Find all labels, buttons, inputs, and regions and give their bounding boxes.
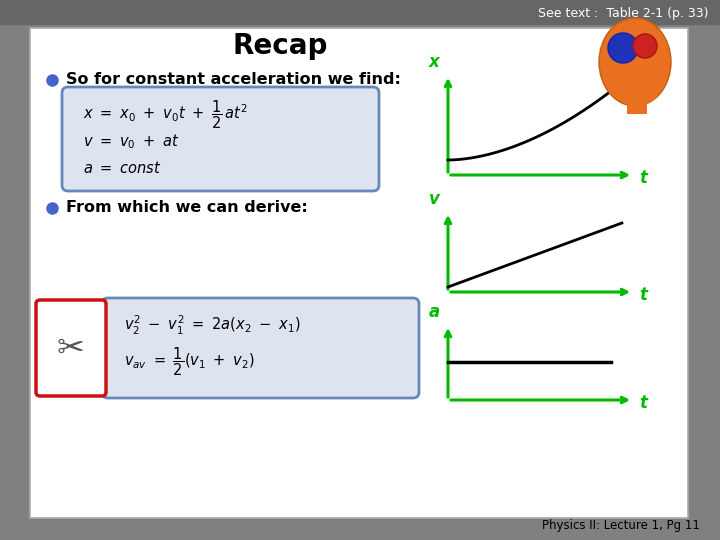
Text: v: v <box>428 190 439 208</box>
Bar <box>0 0 720 24</box>
Text: t: t <box>639 286 647 304</box>
Ellipse shape <box>599 18 671 106</box>
Bar <box>627 98 647 114</box>
Text: $v_2^2\ -\ v_1^2\ =\ 2a(x_2\ -\ x_1)$: $v_2^2\ -\ v_1^2\ =\ 2a(x_2\ -\ x_1)$ <box>124 313 301 336</box>
FancyBboxPatch shape <box>36 300 106 396</box>
Text: ⚙: ⚙ <box>635 36 655 56</box>
Text: So for constant acceleration we find:: So for constant acceleration we find: <box>66 72 401 87</box>
Text: Physics II: Lecture 1, Pg 11: Physics II: Lecture 1, Pg 11 <box>542 519 700 532</box>
Text: From which we can derive:: From which we can derive: <box>66 200 307 215</box>
Text: t: t <box>639 169 647 187</box>
Text: ⚙: ⚙ <box>611 34 636 62</box>
FancyBboxPatch shape <box>62 87 379 191</box>
Text: Recap: Recap <box>233 32 328 60</box>
Text: x: x <box>428 53 439 71</box>
Text: $x\ =\ x_0\ +\ v_0 t\ +\ \dfrac{1}{2}\,at^2$: $x\ =\ x_0\ +\ v_0 t\ +\ \dfrac{1}{2}\,a… <box>83 99 248 131</box>
Text: t: t <box>639 394 647 412</box>
Text: $v_{av}\ =\ \dfrac{1}{2}(v_1\ +\ v_2)$: $v_{av}\ =\ \dfrac{1}{2}(v_1\ +\ v_2)$ <box>124 346 255 379</box>
Circle shape <box>608 33 638 63</box>
Text: $v\ =\ v_0\ +\ at$: $v\ =\ v_0\ +\ at$ <box>83 133 179 151</box>
Text: ✂: ✂ <box>57 332 85 364</box>
Text: See text :  Table 2-1 (p. 33): See text : Table 2-1 (p. 33) <box>538 8 708 21</box>
Text: $a\ =\ const$: $a\ =\ const$ <box>83 160 161 176</box>
Circle shape <box>633 34 657 58</box>
Text: a: a <box>428 303 440 321</box>
Ellipse shape <box>619 75 659 105</box>
FancyBboxPatch shape <box>102 298 419 398</box>
